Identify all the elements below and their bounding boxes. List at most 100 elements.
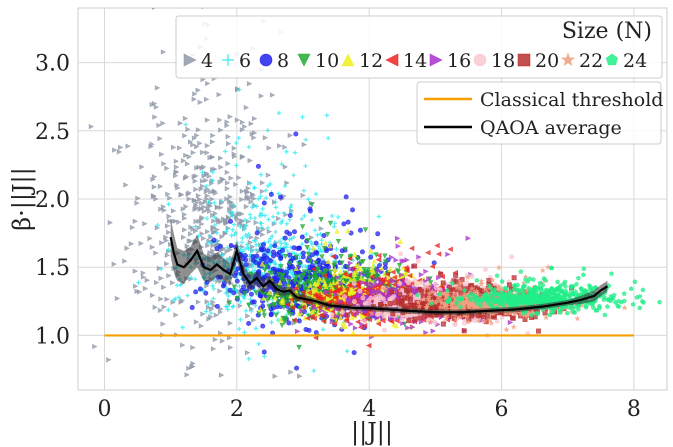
scatter-point xyxy=(315,232,320,238)
scatter-point xyxy=(279,241,284,246)
scatter-point xyxy=(144,277,151,283)
scatter-point xyxy=(299,216,304,222)
scatter-point xyxy=(167,195,173,201)
scatter-point xyxy=(309,241,315,247)
scatter-point xyxy=(160,321,166,327)
scatter-point xyxy=(420,293,426,299)
scatter-point xyxy=(222,231,228,237)
scatter-point xyxy=(417,315,423,321)
scatter-point xyxy=(166,213,172,220)
scatter-point xyxy=(287,132,294,139)
scatter-point xyxy=(224,248,230,255)
scatter-point xyxy=(112,147,118,153)
scatter-point xyxy=(406,280,412,286)
scatter-point xyxy=(195,192,202,199)
scatter-point xyxy=(381,313,387,319)
scatter-point xyxy=(193,186,199,193)
scatter-point xyxy=(234,163,239,168)
scatter-point xyxy=(196,225,202,231)
scatter-point xyxy=(236,210,243,217)
scatter-point xyxy=(297,256,302,261)
scatter-point xyxy=(182,133,188,139)
scatter-point xyxy=(259,247,265,253)
scatter-point xyxy=(253,326,259,331)
scatter-point xyxy=(186,365,192,372)
scatter-point xyxy=(351,299,357,305)
scatter-point xyxy=(375,297,381,303)
scatter-point xyxy=(191,96,197,102)
scatter-point xyxy=(245,185,252,192)
scatter-point xyxy=(313,191,319,197)
scatter-point xyxy=(135,195,141,202)
scatter-point xyxy=(212,166,218,172)
scatter-point xyxy=(217,243,223,249)
scatter-point xyxy=(164,252,171,259)
scatter-point xyxy=(536,328,542,334)
scatter-point xyxy=(164,223,171,229)
scatter-point xyxy=(244,242,250,247)
scatter-point xyxy=(212,200,217,206)
scatter-point xyxy=(313,240,319,246)
scatter-point xyxy=(303,137,309,142)
scatter-point xyxy=(186,190,192,196)
scatter-point xyxy=(252,185,257,191)
scatter-point xyxy=(227,287,233,293)
scatter-point xyxy=(309,252,315,258)
scatter-point xyxy=(186,196,192,202)
scatter-point xyxy=(170,299,176,306)
scatter-point xyxy=(326,264,332,270)
scatter-point xyxy=(197,286,203,292)
scatter-point xyxy=(212,222,218,228)
scatter-point xyxy=(271,214,276,219)
scatter-point xyxy=(248,199,254,205)
scatter-point xyxy=(345,219,351,225)
scatter-point xyxy=(245,218,252,225)
scatter-point xyxy=(240,153,246,160)
scatter-point xyxy=(287,231,293,237)
scatter-point xyxy=(206,200,211,205)
scatter-point xyxy=(277,143,283,149)
scatter-point xyxy=(231,303,236,309)
scatter-point xyxy=(259,180,266,186)
scatter-point xyxy=(231,203,237,208)
scatter-point xyxy=(190,363,196,370)
scatter-point xyxy=(207,249,213,256)
scatter-point xyxy=(259,231,266,238)
scatter-point xyxy=(294,365,300,371)
scatter-point xyxy=(275,215,282,222)
scatter-point xyxy=(204,216,210,221)
scatter-point xyxy=(182,215,188,221)
scatter-point xyxy=(160,120,166,126)
scatter-point xyxy=(260,323,266,329)
scatter-point xyxy=(228,204,235,210)
scatter-point xyxy=(231,222,237,227)
scatter-point xyxy=(183,152,189,159)
scatter-point xyxy=(254,253,260,259)
scatter-point xyxy=(215,216,221,223)
scatter-point xyxy=(287,213,293,219)
scatter-point xyxy=(214,303,220,309)
scatter-point xyxy=(224,119,230,125)
scatter-point xyxy=(399,317,405,323)
scatter-point xyxy=(296,318,302,324)
scatter-point xyxy=(249,264,255,270)
scatter-point xyxy=(229,233,234,238)
scatter-point xyxy=(249,248,255,253)
scatter-point xyxy=(197,99,204,106)
scatter-point xyxy=(206,302,211,307)
scatter-point xyxy=(291,229,297,235)
scatter-point xyxy=(158,206,164,212)
scatter-point xyxy=(217,330,224,336)
scatter-point xyxy=(138,240,144,247)
scatter-point xyxy=(203,96,210,102)
scatter-point xyxy=(381,327,387,333)
scatter-point xyxy=(238,219,245,225)
scatter-point xyxy=(302,213,307,219)
scatter-point xyxy=(186,154,193,160)
scatter-point xyxy=(225,304,230,309)
scatter-point xyxy=(190,149,197,156)
scatter-point xyxy=(258,172,264,177)
scatter-point xyxy=(208,314,214,320)
scatter-point xyxy=(182,115,189,122)
scatter-point xyxy=(453,272,459,278)
